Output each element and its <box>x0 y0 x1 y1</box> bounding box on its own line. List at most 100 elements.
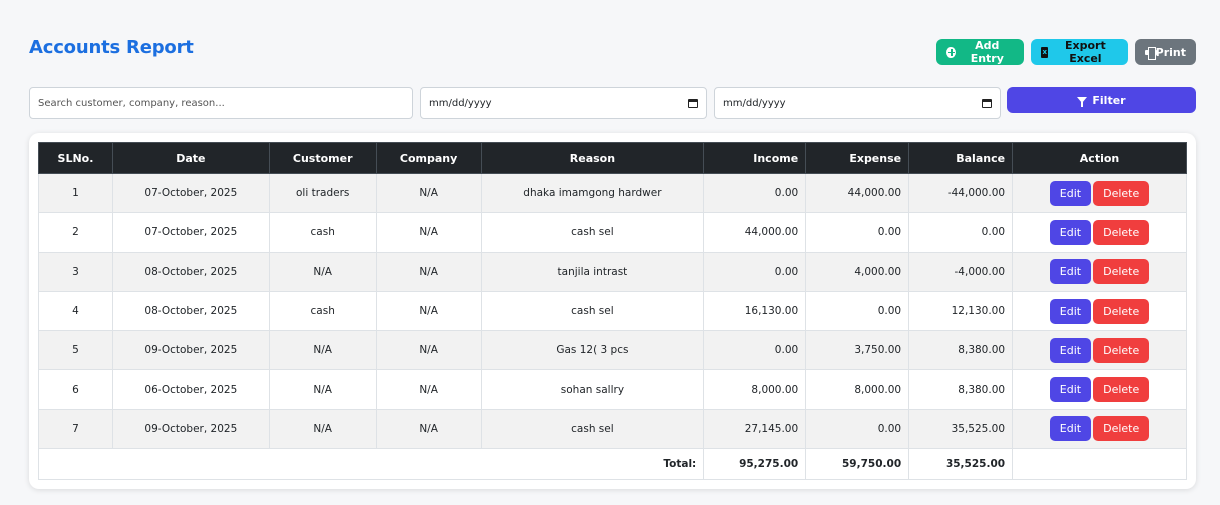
excel-file-icon <box>1041 46 1048 58</box>
print-button[interactable]: Print <box>1135 39 1196 65</box>
table-row: 4 08-October, 2025 cash N/A cash sel 16,130.0… <box>38 290 1187 332</box>
cell-date: 08-October, 2025 <box>111 251 270 292</box>
table-body: 1 07-October, 2025 oli traders N/A dhaka ima… <box>38 172 1187 450</box>
cell-reason: dhaka imamgong hardwer <box>480 172 705 214</box>
total-income: 95,275.00 <box>703 448 807 481</box>
total-action-empty <box>1012 448 1187 481</box>
delete-button[interactable]: Delete <box>1093 416 1150 442</box>
cell-customer: N/A <box>268 408 377 450</box>
cell-company: N/A <box>375 212 482 253</box>
export-excel-label: Export Excel <box>1065 39 1106 65</box>
cell-customer: cash <box>268 212 377 253</box>
cell-slno: 1 <box>38 172 113 214</box>
cell-expense: 4,000.00 <box>805 251 910 292</box>
calendar-icon[interactable] <box>688 98 698 108</box>
date-to-placeholder: mm/dd/yyyy <box>723 97 786 109</box>
cell-slno: 5 <box>38 330 113 371</box>
date-from-input[interactable]: mm/dd/yyyy <box>420 87 707 119</box>
date-to-input[interactable]: mm/dd/yyyy <box>714 87 1001 119</box>
table-row: 2 07-October, 2025 cash N/A cash sel 44,000.0… <box>38 212 1187 253</box>
cell-expense: 0.00 <box>805 212 910 253</box>
cell-balance: 35,525.00 <box>908 408 1014 450</box>
cell-reason: tanjila intrast <box>480 251 705 292</box>
cell-balance: -4,000.00 <box>908 251 1014 292</box>
delete-button[interactable]: Delete <box>1093 219 1150 245</box>
cell-reason: cash sel <box>480 212 705 253</box>
cell-expense: 8,000.00 <box>805 369 910 410</box>
col-header-action: Action <box>1012 142 1187 174</box>
col-header-date: Date <box>111 142 270 174</box>
toolbar: Add Entry Export Excel Print <box>936 39 1196 65</box>
col-header-balance: Balance <box>908 142 1014 174</box>
cell-reason: cash sel <box>480 408 705 450</box>
cell-income: 44,000.00 <box>703 212 807 253</box>
edit-button[interactable]: Edit <box>1049 377 1092 403</box>
cell-date: 09-October, 2025 <box>111 330 270 371</box>
cell-action: Edit Delete <box>1012 330 1187 371</box>
cell-company: N/A <box>375 330 482 371</box>
page-title: Accounts Report <box>29 37 194 58</box>
edit-button[interactable]: Edit <box>1049 259 1092 285</box>
cell-balance: -44,000.00 <box>908 172 1014 214</box>
filter-button[interactable]: Filter <box>1007 87 1196 113</box>
cell-slno: 7 <box>38 408 113 450</box>
edit-button[interactable]: Edit <box>1049 219 1092 245</box>
cell-balance: 0.00 <box>908 212 1014 253</box>
calendar-icon[interactable] <box>982 98 992 108</box>
delete-button[interactable]: Delete <box>1093 259 1150 285</box>
print-label: Print <box>1155 45 1186 59</box>
add-entry-button[interactable]: Add Entry <box>936 39 1024 65</box>
delete-button[interactable]: Delete <box>1093 180 1150 206</box>
edit-button[interactable]: Edit <box>1049 337 1092 363</box>
funnel-icon <box>1077 97 1088 107</box>
cell-action: Edit Delete <box>1012 251 1187 292</box>
table-row: 7 09-October, 2025 N/A N/A cash sel 27,145.00… <box>38 408 1187 450</box>
col-header-reason: Reason <box>480 142 705 174</box>
cell-company: N/A <box>375 369 482 410</box>
cell-action: Edit Delete <box>1012 408 1187 450</box>
cell-date: 06-October, 2025 <box>111 369 270 410</box>
filter-label: Filter <box>1092 93 1126 107</box>
delete-button[interactable]: Delete <box>1093 337 1150 363</box>
cell-company: N/A <box>375 408 482 450</box>
cell-slno: 4 <box>38 290 113 332</box>
delete-button[interactable]: Delete <box>1093 298 1150 324</box>
cell-customer: N/A <box>268 251 377 292</box>
table-row: 5 09-October, 2025 N/A N/A Gas 12( 3 pcs 0.00… <box>38 330 1187 371</box>
cell-date: 08-October, 2025 <box>111 290 270 332</box>
cell-income: 0.00 <box>703 330 807 371</box>
cell-income: 0.00 <box>703 172 807 214</box>
total-expense: 59,750.00 <box>805 448 910 481</box>
cell-expense: 0.00 <box>805 408 910 450</box>
col-header-slno: SLNo. <box>38 142 113 174</box>
cell-reason: Gas 12( 3 pcs <box>480 330 705 371</box>
plus-circle-icon <box>946 46 956 58</box>
cell-income: 27,145.00 <box>703 408 807 450</box>
total-label: Total: <box>37 448 705 481</box>
cell-company: N/A <box>375 290 482 332</box>
cell-customer: cash <box>268 290 377 332</box>
cell-balance: 8,380.00 <box>908 369 1014 410</box>
cell-balance: 8,380.00 <box>908 330 1014 371</box>
cell-date: 07-October, 2025 <box>111 172 270 214</box>
search-input[interactable] <box>29 87 413 119</box>
cell-company: N/A <box>375 172 482 214</box>
edit-button[interactable]: Edit <box>1049 416 1092 442</box>
edit-button[interactable]: Edit <box>1049 180 1092 206</box>
col-header-customer: Customer <box>268 142 377 174</box>
cell-slno: 2 <box>38 212 113 253</box>
cell-company: N/A <box>375 251 482 292</box>
table-row: 3 08-October, 2025 N/A N/A tanjila intrast 0.… <box>38 251 1187 292</box>
delete-button[interactable]: Delete <box>1093 377 1150 403</box>
cell-reason: cash sel <box>480 290 705 332</box>
printer-icon <box>1145 46 1157 60</box>
cell-balance: 12,130.00 <box>908 290 1014 332</box>
cell-expense: 3,750.00 <box>805 330 910 371</box>
cell-expense: 44,000.00 <box>805 172 910 214</box>
edit-button[interactable]: Edit <box>1049 298 1092 324</box>
export-excel-button[interactable]: Export Excel <box>1031 39 1128 65</box>
cell-action: Edit Delete <box>1012 369 1187 410</box>
totals-row: Total: 95,275.00 59,750.00 35,525.00 <box>37 448 1187 481</box>
cell-slno: 6 <box>38 369 113 410</box>
cell-reason: sohan sallry <box>480 369 705 410</box>
